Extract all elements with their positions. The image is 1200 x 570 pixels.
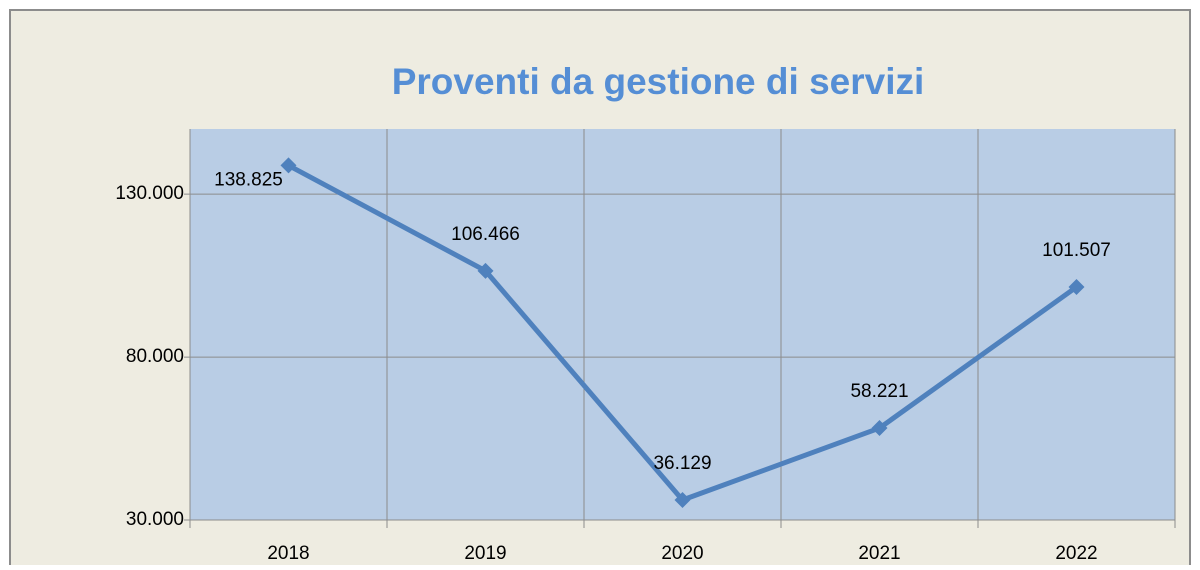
y-tick-label: 30.000	[126, 509, 184, 530]
y-tick-label: 130.000	[115, 183, 184, 204]
marker	[871, 420, 888, 437]
data-label: 36.129	[653, 453, 711, 474]
data-label: 106.466	[451, 224, 520, 245]
marker	[280, 157, 297, 174]
marker	[477, 262, 494, 279]
x-tick-label: 2020	[661, 543, 703, 564]
y-tick-label: 80.000	[126, 346, 184, 367]
data-label: 101.507	[1042, 240, 1111, 261]
chart-title: Proventi da gestione di servizi	[392, 61, 925, 102]
data-label: 58.221	[850, 381, 908, 402]
x-tick-label: 2019	[464, 543, 506, 564]
data-label: 138.825	[214, 169, 283, 190]
x-tick-label: 2018	[267, 543, 309, 564]
marker	[674, 492, 691, 509]
x-tick-label: 2022	[1055, 543, 1097, 564]
x-tick-label: 2021	[858, 543, 900, 564]
marker	[1068, 279, 1085, 296]
